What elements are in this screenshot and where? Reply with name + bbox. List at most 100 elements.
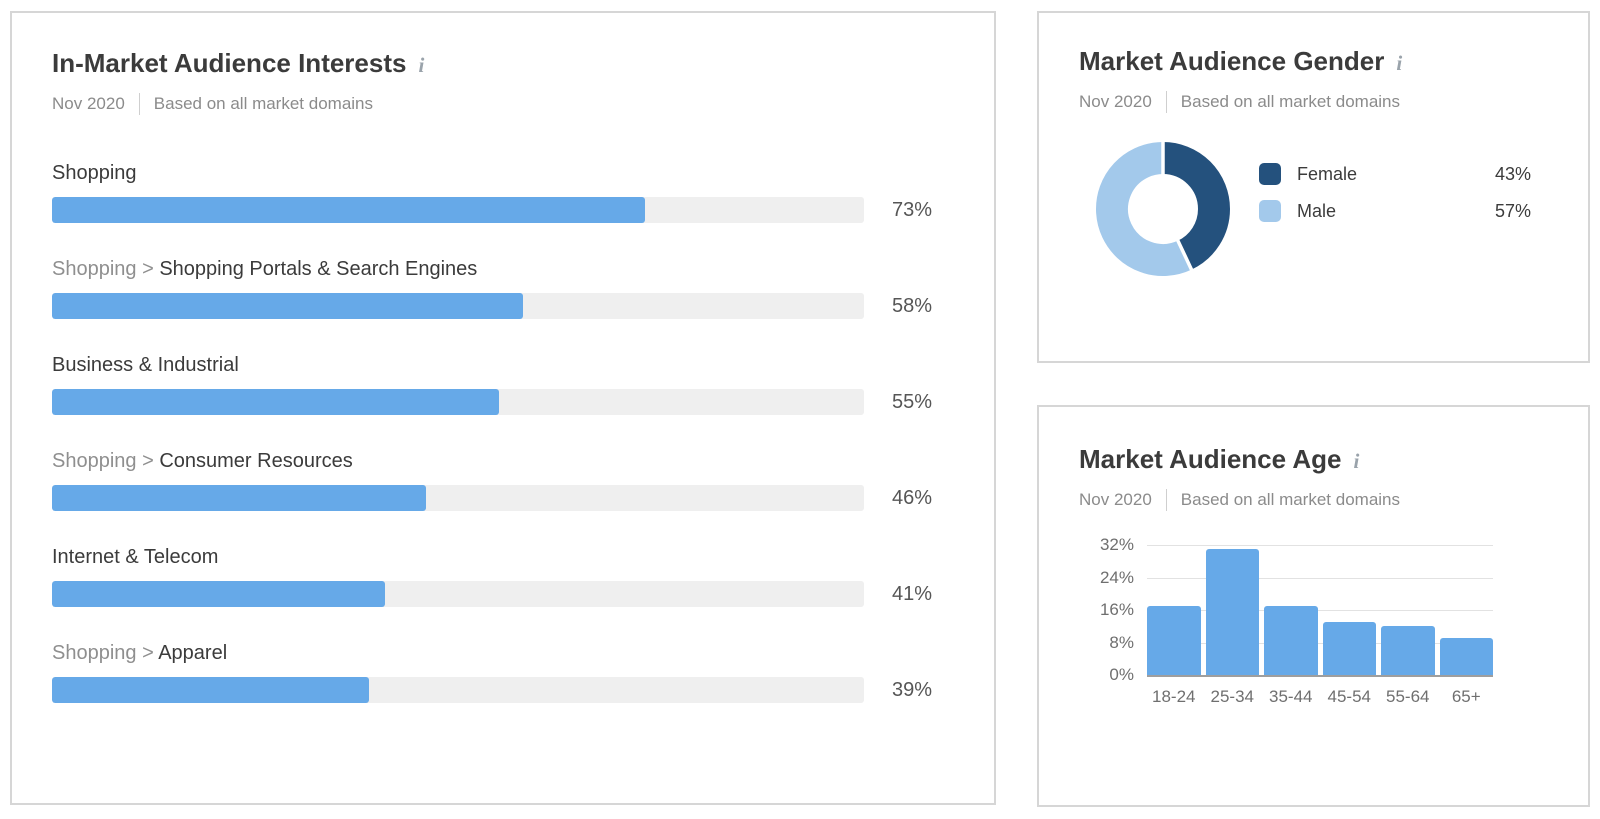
- legend-row: Female 43%: [1259, 163, 1531, 185]
- panel-subtitle: Nov 2020 Based on all market domains: [1079, 91, 1548, 113]
- interest-bar-fill: [52, 485, 426, 511]
- age-plot-column: 18-24 25-34 35-44 45-54 55-64 65+: [1147, 525, 1493, 707]
- age-bar: [1264, 605, 1318, 675]
- interest-category-label: Shopping > Consumer Resources: [52, 449, 954, 473]
- interest-bar-fill: [52, 581, 385, 607]
- interest-bar-track: [52, 293, 864, 319]
- interest-row: Shopping > Shopping Portals & Search Eng…: [52, 257, 954, 319]
- y-tick-label: 0%: [1109, 665, 1134, 684]
- interest-bar-track: [52, 677, 864, 703]
- info-icon[interactable]: i: [418, 53, 425, 77]
- right-column: Market Audience Gender i Nov 2020 Based …: [1037, 11, 1590, 807]
- legend-swatch-female: [1259, 163, 1281, 185]
- panel-in-market-audience-interests: In-Market Audience Interests i Nov 2020 …: [10, 11, 996, 805]
- interest-category-label: Shopping > Apparel: [52, 641, 954, 665]
- legend-row: Male 57%: [1259, 200, 1531, 222]
- interest-bar-line: 58%: [52, 293, 954, 319]
- interest-value-label: 58%: [892, 294, 933, 317]
- panel-title-text: In-Market Audience Interests: [52, 48, 407, 78]
- age-bar: [1439, 638, 1493, 675]
- interest-value-label: 73%: [892, 198, 933, 221]
- age-plot: [1147, 525, 1493, 677]
- interest-bar-line: 73%: [52, 197, 954, 223]
- gender-legend: Female 43% Male 57%: [1259, 163, 1531, 237]
- page-title: In-Market Audience Interests i: [52, 47, 954, 81]
- interest-category-label: Internet & Telecom: [52, 545, 954, 569]
- interest-category-name: Internet & Telecom: [52, 546, 219, 568]
- interest-row: Internet & Telecom 41%: [52, 545, 954, 607]
- x-tick-label: 65+: [1451, 687, 1481, 706]
- interest-value-label: 55%: [892, 390, 933, 413]
- interest-category-prefix: Shopping >: [52, 450, 160, 472]
- panel-header: In-Market Audience Interests i Nov 2020 …: [52, 47, 954, 115]
- interest-category-label: Shopping > Shopping Portals & Search Eng…: [52, 257, 954, 281]
- interest-row: Shopping 73%: [52, 161, 954, 223]
- panel-title: Market Audience Age i: [1079, 443, 1548, 477]
- y-tick-label: 8%: [1109, 632, 1134, 652]
- panel-market-audience-gender: Market Audience Gender i Nov 2020 Based …: [1037, 11, 1590, 363]
- legend-value: 57%: [1494, 200, 1531, 221]
- interest-bar-fill: [52, 389, 499, 415]
- interest-rows: Shopping 73% Shopping > Shopping Portals &…: [52, 161, 954, 703]
- interest-bar-line: 41%: [52, 581, 954, 607]
- info-icon[interactable]: i: [1396, 51, 1403, 75]
- interest-category-name: Business & Industrial: [52, 354, 239, 376]
- y-tick-label: 24%: [1099, 567, 1134, 587]
- age-chart: 0% 8% 16% 24% 32% 18-24 25-34 35-44 45-54 55-64 6…: [1079, 525, 1548, 707]
- panel-title-text: Market Audience Age: [1079, 444, 1342, 474]
- interest-category-prefix: Shopping >: [52, 258, 160, 280]
- subtitle-divider: [1165, 91, 1167, 113]
- panel-title: Market Audience Gender i: [1079, 45, 1548, 79]
- age-bar: [1381, 626, 1435, 675]
- age-x-axis: 18-24 25-34 35-44 45-54 55-64 65+: [1147, 687, 1493, 707]
- y-tick-label: 16%: [1099, 600, 1134, 619]
- x-tick-label: 55-64: [1386, 687, 1430, 706]
- gridline: [1147, 642, 1493, 644]
- interest-row: Shopping > Apparel 39%: [52, 641, 954, 703]
- gender-chart-area: Female 43% Male 57%: [1079, 139, 1548, 279]
- subtitle-divider: [1165, 489, 1167, 511]
- legend-value: 43%: [1494, 163, 1531, 184]
- age-bar: [1147, 605, 1201, 675]
- interest-category-name: Apparel: [158, 642, 228, 664]
- gridline: [1147, 610, 1493, 611]
- interest-bar-track: [52, 485, 864, 511]
- interest-category-name: Shopping: [52, 162, 137, 184]
- interest-row: Business & Industrial 55%: [52, 353, 954, 415]
- interest-bar-fill: [52, 677, 369, 703]
- panel-subtitle: Nov 2020 Based on all market domains: [1079, 489, 1548, 511]
- panel-market-audience-age: Market Audience Age i Nov 2020 Based on …: [1037, 405, 1590, 807]
- x-tick-label: 18-24: [1152, 687, 1196, 706]
- interest-bar-fill: [52, 197, 645, 223]
- info-icon[interactable]: i: [1353, 449, 1360, 473]
- report-basis: Based on all market domains: [153, 94, 374, 113]
- x-tick-label: 25-34: [1210, 687, 1254, 706]
- interest-category-label: Business & Industrial: [52, 353, 954, 377]
- panel-subtitle: Nov 2020 Based on all market domains: [52, 93, 954, 115]
- interest-category-name: Shopping Portals & Search Engines: [159, 258, 478, 280]
- legend-label: Female: [1297, 163, 1358, 184]
- interest-category-name: Consumer Resources: [159, 450, 353, 472]
- x-tick-label: 35-44: [1269, 687, 1313, 706]
- panel-title-text: Market Audience Gender: [1079, 46, 1385, 76]
- report-period: Nov 2020: [1079, 490, 1152, 509]
- report-basis: Based on all market domains: [1180, 490, 1401, 509]
- gridline: [1147, 545, 1493, 546]
- gridline: [1147, 577, 1493, 579]
- interest-bar-track: [52, 197, 864, 223]
- interest-value-label: 41%: [892, 582, 933, 605]
- interest-category-prefix: Shopping >: [52, 642, 159, 664]
- interest-bar-fill: [52, 293, 523, 319]
- report-period: Nov 2020: [1079, 92, 1152, 111]
- interest-value-label: 39%: [892, 678, 933, 701]
- interest-bar-line: 55%: [52, 389, 954, 415]
- panel-header: Market Audience Age i Nov 2020 Based on …: [1079, 443, 1548, 511]
- interest-bar-line: 46%: [52, 485, 954, 511]
- y-tick-label: 32%: [1099, 535, 1134, 554]
- gender-donut-chart: [1096, 139, 1230, 276]
- x-tick-label: 45-54: [1327, 687, 1371, 706]
- donut-slice-gap: [1175, 238, 1195, 274]
- report-basis: Based on all market domains: [1180, 92, 1401, 111]
- panel-header: Market Audience Gender i Nov 2020 Based …: [1079, 45, 1548, 113]
